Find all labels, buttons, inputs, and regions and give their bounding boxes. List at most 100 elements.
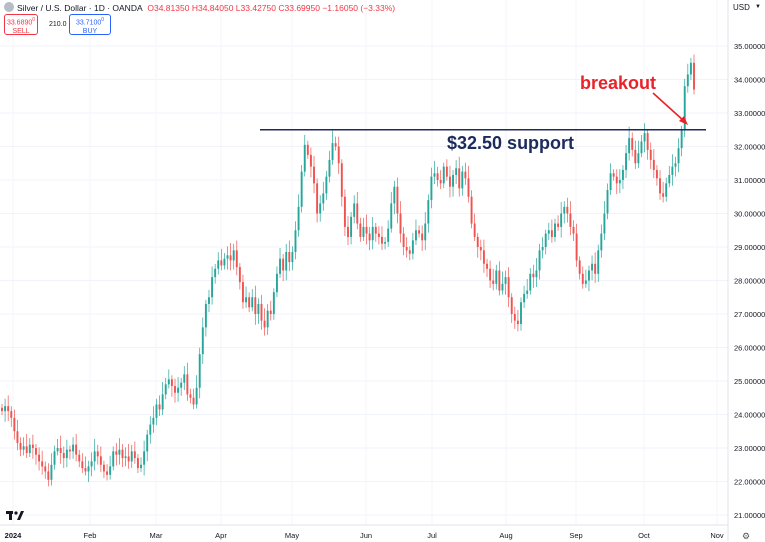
candle-body xyxy=(266,310,269,328)
candle-body xyxy=(109,466,112,475)
candle-body xyxy=(16,431,19,443)
gear-icon[interactable]: ⚙ xyxy=(742,531,751,541)
candle-body xyxy=(146,434,149,452)
candle-body xyxy=(229,255,232,261)
y-tick-label: 30.00000 xyxy=(734,210,765,219)
candle-body xyxy=(65,449,68,459)
candle-body xyxy=(424,223,427,241)
buy-button[interactable]: 33.71000 BUY xyxy=(69,14,111,35)
candle-body xyxy=(19,442,22,450)
candle-body xyxy=(81,461,84,469)
candle-body xyxy=(223,258,226,266)
candle-body xyxy=(275,273,278,293)
candle-body xyxy=(297,206,300,231)
y-tick-label: 27.00000 xyxy=(734,310,765,319)
candle-body xyxy=(291,252,294,263)
candle-body xyxy=(486,263,488,269)
y-tick-label: 24.00000 xyxy=(734,411,765,420)
candle-body xyxy=(328,159,331,177)
candle-body xyxy=(285,252,288,271)
candle-body xyxy=(374,226,377,234)
candle-body xyxy=(408,250,411,254)
candle-body xyxy=(578,260,581,274)
candle-body xyxy=(174,386,176,393)
candle-body xyxy=(201,327,204,355)
x-tick-label: Apr xyxy=(215,531,227,540)
candle-body xyxy=(319,203,322,214)
tradingview-logo-icon[interactable] xyxy=(6,508,24,522)
candle-body xyxy=(566,206,569,214)
candle-body xyxy=(659,178,661,194)
candle-body xyxy=(180,382,183,388)
candle-body xyxy=(554,223,556,237)
candle-body xyxy=(226,255,229,259)
candle-body xyxy=(436,173,439,180)
x-tick-label: May xyxy=(285,531,299,540)
candle-body xyxy=(56,448,59,452)
sell-button[interactable]: 33.68900 SELL xyxy=(4,14,38,35)
close-value: C33.69950 xyxy=(278,3,320,13)
grid-lines xyxy=(0,0,728,525)
y-tick-label: 25.00000 xyxy=(734,377,765,386)
candle-body xyxy=(279,258,281,274)
candle-body xyxy=(560,213,563,227)
candle-body xyxy=(1,407,3,412)
candle-body xyxy=(693,62,695,90)
candle-body xyxy=(316,183,319,214)
candle-body xyxy=(529,273,532,291)
candle-body xyxy=(96,451,99,457)
candle-body xyxy=(677,148,680,164)
y-tick-label: 31.00000 xyxy=(734,176,765,185)
change-value: −1.16050 (−3.33%) xyxy=(322,3,396,13)
time-axis[interactable]: 2024 Feb Mar Apr May Jun Jul Aug Sep Oct Nov xyxy=(0,524,728,540)
candle-body xyxy=(402,233,405,247)
candle-body xyxy=(325,176,328,194)
candle-body xyxy=(198,354,201,388)
candle-body xyxy=(93,451,96,462)
candle-body xyxy=(47,471,50,480)
candle-body xyxy=(300,171,303,207)
y-tick-label: 34.00000 xyxy=(734,76,765,85)
candle-body xyxy=(668,174,671,184)
x-tick-label: Aug xyxy=(499,531,512,540)
x-tick-label: Oct xyxy=(638,531,651,540)
candle-body xyxy=(510,297,513,314)
candle-body xyxy=(526,290,529,294)
candle-body xyxy=(362,226,365,237)
candle-body xyxy=(597,250,600,274)
currency-selector[interactable]: USD xyxy=(733,3,750,12)
candle-body xyxy=(572,226,575,234)
candle-body xyxy=(195,387,198,405)
candle-body xyxy=(90,461,93,467)
chevron-down-icon[interactable]: ▼ xyxy=(755,4,761,10)
candle-body xyxy=(62,453,65,459)
candle-body xyxy=(513,314,516,321)
candle-body xyxy=(591,263,594,271)
candle-body xyxy=(507,277,510,298)
candle-body xyxy=(353,203,356,217)
candle-body xyxy=(272,292,275,314)
candle-body xyxy=(631,138,634,150)
candle-body xyxy=(569,213,572,227)
candle-body xyxy=(347,226,349,237)
candle-body xyxy=(211,277,214,298)
candlestick-series xyxy=(1,54,695,487)
candle-body xyxy=(504,277,507,284)
open-value: O34.81350 xyxy=(147,3,190,13)
candle-body xyxy=(309,154,312,167)
candle-body xyxy=(251,297,254,308)
candle-body xyxy=(649,149,652,160)
candle-body xyxy=(10,411,13,418)
y-tick-label: 28.00000 xyxy=(734,277,765,286)
symbol-title[interactable]: Silver / U.S. Dollar · 1D · OANDA xyxy=(17,3,143,13)
price-axis[interactable]: 35.00000 34.00000 33.00000 32.00000 31.00000… xyxy=(727,0,765,541)
candle-body xyxy=(421,233,424,241)
candle-body xyxy=(167,379,170,385)
x-tick-label: Feb xyxy=(84,531,97,540)
candle-body xyxy=(541,247,544,251)
candle-body xyxy=(430,176,433,201)
breakout-arrow xyxy=(652,92,688,125)
candle-body xyxy=(25,446,28,454)
buy-price: 33.7100 xyxy=(75,19,102,27)
